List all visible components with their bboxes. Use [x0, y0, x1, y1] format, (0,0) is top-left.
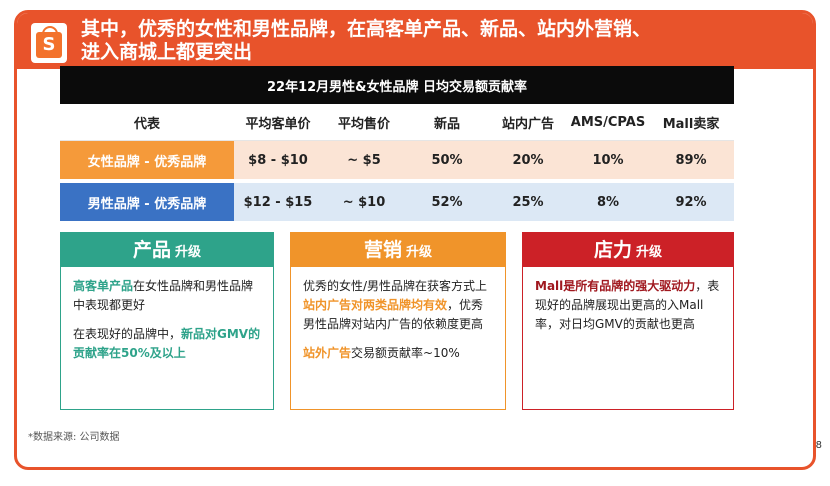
row-label: 女性品牌 - 优秀品牌: [60, 140, 234, 179]
col-header: 平均售价: [322, 104, 406, 141]
table-cell: 8%: [568, 183, 648, 221]
card-paragraph: 优秀的女性/男性品牌在获客方式上站内广告对两类品牌均有效，优秀男性品牌对站内广告…: [303, 277, 493, 334]
highlight-text: 站内广告对两类品牌均有效: [303, 298, 448, 312]
highlight-text: 新品对GMV的贡献率在50%及以上: [73, 327, 261, 360]
card-paragraph: 高客单产品在女性品牌和男性品牌中表现都更好: [73, 277, 261, 315]
table-cell: 52%: [406, 183, 488, 221]
table-cell: 20%: [488, 140, 568, 179]
marketing-upgrade-card: 营销 升级 优秀的女性/男性品牌在获客方式上站内广告对两类品牌均有效，优秀男性品牌…: [290, 232, 506, 410]
slide-title-line2: 进入商城上都更突出: [81, 41, 253, 63]
body-text: 在表现好的品牌中，: [73, 327, 182, 341]
table-cell: 50%: [406, 140, 488, 179]
product-upgrade-card: 产品 升级 高客单产品在女性品牌和男性品牌中表现都更好 在表现好的品牌中，新品对G…: [60, 232, 274, 410]
col-header: AMS/CPAS: [568, 104, 648, 141]
table-row-female: 女性品牌 - 优秀品牌 $8 - $10 ~ $5 50% 20% 10% 89…: [60, 140, 735, 179]
card-header: 店力 升级: [523, 233, 733, 267]
slide-title-line1: 其中，优秀的女性和男性品牌，在高客单产品、新品、站内外营销、: [81, 18, 652, 40]
table-cell: 92%: [648, 183, 735, 221]
card-subtitle: 升级: [636, 245, 663, 260]
logo-letter: S: [36, 32, 62, 58]
card-body: 高客单产品在女性品牌和男性品牌中表现都更好 在表现好的品牌中，新品对GMV的贡献…: [61, 267, 273, 383]
body-text: 优秀的女性/男性品牌在获客方式上: [303, 279, 488, 293]
card-paragraph: 站外广告交易额贡献率~10%: [303, 344, 493, 363]
table-title: 22年12月男性&女性品牌 日均交易额贡献率: [60, 66, 735, 104]
highlight-text: 高客单产品: [73, 279, 134, 293]
page-number: 8: [815, 440, 822, 451]
table-row-male: 男性品牌 - 优秀品牌 $12 - $15 ~ $10 52% 25% 8% 9…: [60, 183, 735, 221]
store-upgrade-card: 店力 升级 Mall是所有品牌的强大驱动力，表现好的品牌展现出更高的入Mall率，…: [522, 232, 734, 410]
card-title: 营销: [363, 239, 402, 261]
table-cell: $8 - $10: [234, 140, 322, 179]
table-cell: $12 - $15: [234, 183, 322, 221]
data-source-note: *数据来源: 公司数据: [28, 432, 120, 443]
col-header: 新品: [406, 104, 488, 141]
logo-bag-handle: [42, 26, 58, 37]
card-body: 优秀的女性/男性品牌在获客方式上站内广告对两类品牌均有效，优秀男性品牌对站内广告…: [291, 267, 505, 383]
table-cell: 25%: [488, 183, 568, 221]
slide-title: 其中，优秀的女性和男性品牌，在高客单产品、新品、站内外营销、 进入商城上都更突出: [81, 18, 801, 64]
body-text: 交易额贡献率~10%: [351, 346, 460, 360]
highlight-text: Mall是所有品牌的强大驱动力: [535, 279, 696, 293]
highlight-text: 站外广告: [303, 346, 352, 360]
card-title: 产品: [132, 239, 171, 261]
card-header: 产品 升级: [61, 233, 273, 267]
contribution-table: 22年12月男性&女性品牌 日均交易额贡献率 代表 平均客单价 平均售价 新品 …: [60, 66, 735, 221]
body-text: ，优秀男性品牌对站内广告的依赖度更高: [303, 298, 484, 331]
card-paragraph: Mall是所有品牌的强大驱动力，表现好的品牌展现出更高的入Mall率，对日均GM…: [535, 277, 721, 334]
table-cell: 10%: [568, 140, 648, 179]
body-text: ，表现好的品牌展现出更高的入Mall率，对日均GMV的贡献也更高: [535, 279, 720, 331]
card-subtitle: 升级: [175, 245, 202, 260]
card-title: 店力: [593, 239, 632, 261]
card-subtitle: 升级: [406, 245, 433, 260]
table-cell: 89%: [648, 140, 735, 179]
row-label: 男性品牌 - 优秀品牌: [60, 183, 234, 221]
shopee-logo-icon: S: [31, 23, 67, 63]
col-header: Mall卖家: [648, 104, 735, 141]
body-text: 在女性品牌和男性品牌中表现都更好: [73, 279, 254, 312]
card-paragraph: 在表现好的品牌中，新品对GMV的贡献率在50%及以上: [73, 325, 261, 363]
card-header: 营销 升级: [291, 233, 505, 267]
slide-header: S 其中，优秀的女性和男性品牌，在高客单产品、新品、站内外营销、 进入商城上都更…: [17, 13, 813, 69]
card-body: Mall是所有品牌的强大驱动力，表现好的品牌展现出更高的入Mall率，对日均GM…: [523, 267, 733, 354]
table-cell: ~ $10: [322, 183, 406, 221]
col-header: 代表: [60, 104, 234, 141]
row-separator: [60, 179, 735, 183]
table-cell: ~ $5: [322, 140, 406, 179]
col-header: 平均客单价: [234, 104, 322, 141]
col-header: 站内广告: [488, 104, 568, 141]
